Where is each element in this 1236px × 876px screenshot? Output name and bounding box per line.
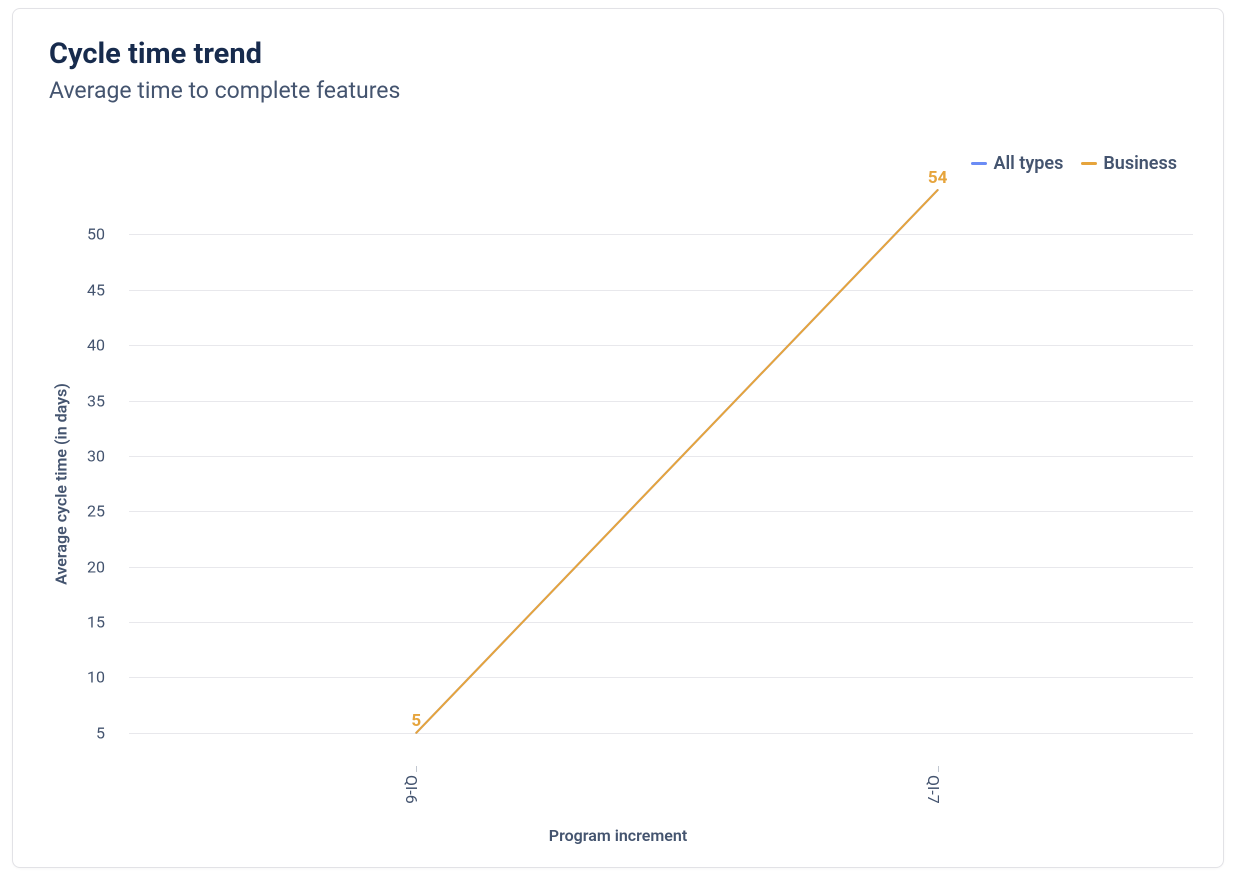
data-point-label: 5 (411, 711, 421, 731)
chart-card: Cycle time trend Average time to complet… (12, 8, 1224, 868)
data-labels-layer: 5 54 (13, 9, 1223, 867)
data-point-label: 54 (928, 168, 948, 188)
